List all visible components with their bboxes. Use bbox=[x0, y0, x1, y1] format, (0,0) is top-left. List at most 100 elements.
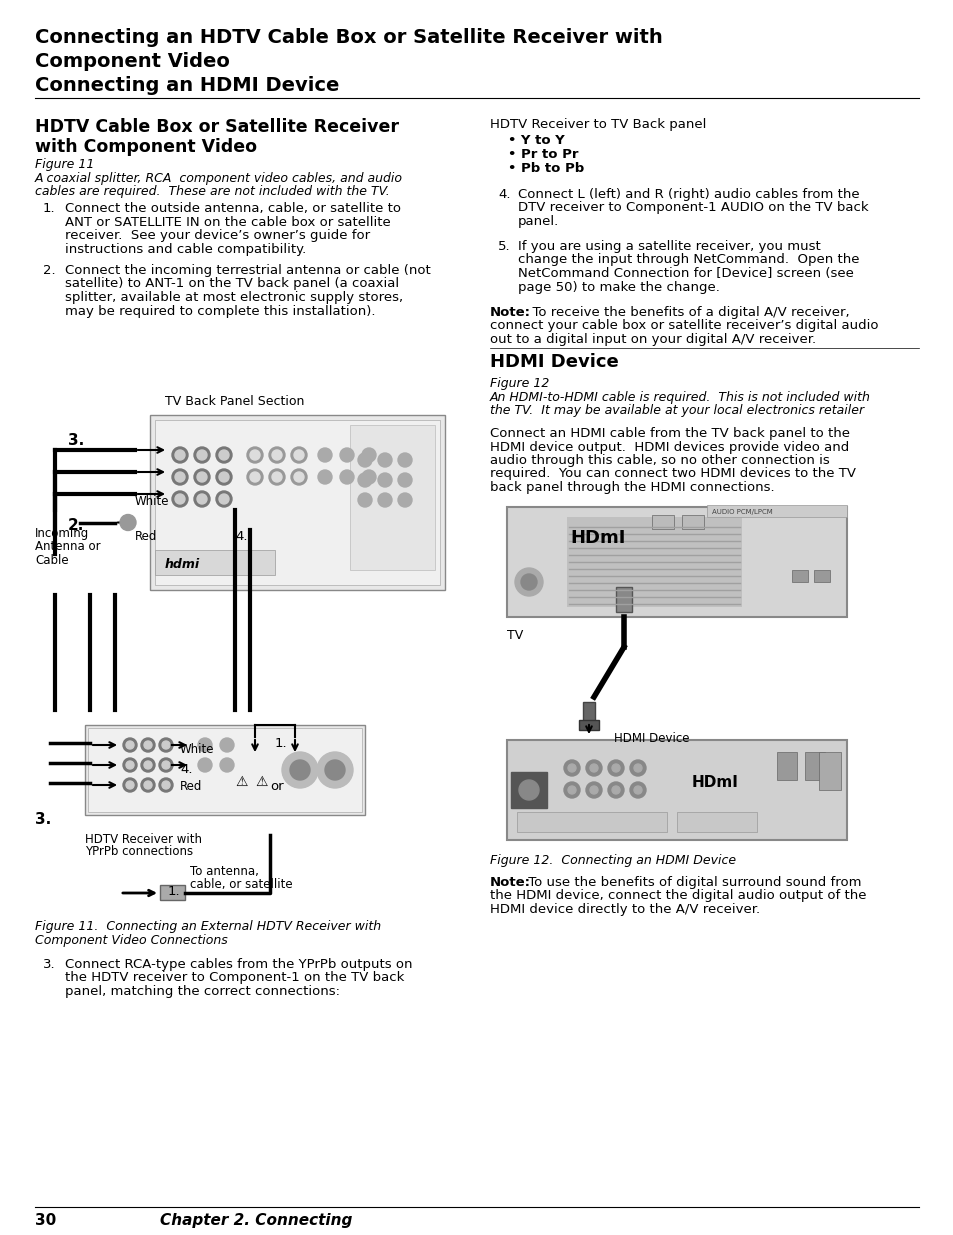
Text: Component Video Connections: Component Video Connections bbox=[35, 934, 228, 947]
Text: HDMI Device: HDMI Device bbox=[490, 353, 618, 370]
Circle shape bbox=[159, 778, 172, 792]
Text: 30: 30 bbox=[35, 1213, 56, 1228]
Circle shape bbox=[193, 492, 210, 508]
Circle shape bbox=[174, 494, 185, 504]
Circle shape bbox=[612, 785, 619, 794]
Circle shape bbox=[126, 781, 133, 789]
Text: HDmI: HDmI bbox=[691, 776, 739, 790]
Text: Note:: Note: bbox=[490, 306, 531, 319]
Text: • Y to Y: • Y to Y bbox=[507, 135, 564, 147]
Circle shape bbox=[339, 471, 354, 484]
Circle shape bbox=[196, 450, 207, 459]
Circle shape bbox=[162, 781, 170, 789]
Text: Figure 11: Figure 11 bbox=[35, 158, 94, 170]
Circle shape bbox=[397, 493, 412, 508]
Bar bbox=[160, 885, 185, 900]
Text: the TV.  It may be available at your local electronics retailer: the TV. It may be available at your loca… bbox=[490, 404, 863, 417]
Text: Connecting an HDMI Device: Connecting an HDMI Device bbox=[35, 77, 339, 95]
Text: Connect RCA-type cables from the YPrPb outputs on: Connect RCA-type cables from the YPrPb o… bbox=[65, 958, 412, 971]
Text: change the input through NetCommand.  Open the: change the input through NetCommand. Ope… bbox=[517, 253, 859, 267]
Circle shape bbox=[193, 469, 210, 485]
Bar bbox=[511, 772, 546, 808]
Text: 1.: 1. bbox=[168, 885, 180, 898]
Text: A coaxial splitter, RCA  component video cables, and audio: A coaxial splitter, RCA component video … bbox=[35, 172, 402, 185]
Bar bbox=[582, 701, 595, 722]
Circle shape bbox=[317, 471, 332, 484]
Circle shape bbox=[567, 785, 576, 794]
Circle shape bbox=[250, 450, 260, 459]
Bar bbox=[706, 505, 846, 517]
Text: HDTV Cable Box or Satellite Receiver: HDTV Cable Box or Satellite Receiver bbox=[35, 119, 398, 136]
Text: NetCommand Connection for [Device] screen (see: NetCommand Connection for [Device] scree… bbox=[517, 267, 853, 280]
Bar bbox=[154, 550, 274, 576]
Text: White: White bbox=[135, 495, 170, 508]
Text: Red: Red bbox=[135, 530, 157, 543]
Bar bbox=[566, 517, 741, 606]
Circle shape bbox=[126, 761, 133, 769]
Circle shape bbox=[339, 448, 354, 462]
Text: page 50) to make the change.: page 50) to make the change. bbox=[517, 280, 720, 294]
Circle shape bbox=[141, 778, 154, 792]
Bar bbox=[791, 571, 807, 582]
Circle shape bbox=[247, 447, 263, 463]
Bar bbox=[681, 515, 703, 529]
Circle shape bbox=[215, 447, 232, 463]
Circle shape bbox=[317, 448, 332, 462]
Text: Figure 12.  Connecting an HDMI Device: Figure 12. Connecting an HDMI Device bbox=[490, 853, 736, 867]
Circle shape bbox=[219, 494, 229, 504]
Circle shape bbox=[196, 472, 207, 482]
Circle shape bbox=[377, 493, 392, 508]
Text: instructions and cable compatibility.: instructions and cable compatibility. bbox=[65, 242, 306, 256]
Text: 1.: 1. bbox=[274, 737, 287, 750]
Text: the HDMI device, connect the digital audio output of the: the HDMI device, connect the digital aud… bbox=[490, 889, 865, 903]
Bar bbox=[804, 752, 824, 781]
Text: cable, or satellite: cable, or satellite bbox=[190, 878, 293, 890]
Text: panel, matching the correct connections:: panel, matching the correct connections: bbox=[65, 986, 339, 998]
Text: 4.: 4. bbox=[234, 530, 247, 543]
Text: may be required to complete this installation).: may be required to complete this install… bbox=[65, 305, 375, 317]
Circle shape bbox=[520, 574, 537, 590]
Circle shape bbox=[316, 752, 353, 788]
Circle shape bbox=[172, 447, 188, 463]
Text: 2.: 2. bbox=[68, 517, 84, 532]
Text: An HDMI-to-HDMI cable is required.  This is not included with: An HDMI-to-HDMI cable is required. This … bbox=[490, 391, 870, 404]
Circle shape bbox=[162, 761, 170, 769]
Text: Connect the outside antenna, cable, or satellite to: Connect the outside antenna, cable, or s… bbox=[65, 203, 400, 215]
Text: To receive the benefits of a digital A/V receiver,: To receive the benefits of a digital A/V… bbox=[523, 306, 849, 319]
Circle shape bbox=[198, 739, 212, 752]
Circle shape bbox=[196, 494, 207, 504]
Text: HDTV Receiver with: HDTV Receiver with bbox=[85, 832, 202, 846]
Circle shape bbox=[159, 739, 172, 752]
Circle shape bbox=[144, 761, 152, 769]
Circle shape bbox=[174, 450, 185, 459]
Circle shape bbox=[563, 782, 579, 798]
Circle shape bbox=[629, 782, 645, 798]
Text: • Pr to Pr: • Pr to Pr bbox=[507, 148, 578, 161]
Text: panel.: panel. bbox=[517, 215, 558, 228]
Text: with Component Video: with Component Video bbox=[35, 138, 256, 156]
Circle shape bbox=[120, 515, 136, 531]
Text: Connect an HDMI cable from the TV back panel to the: Connect an HDMI cable from the TV back p… bbox=[490, 427, 849, 440]
Circle shape bbox=[589, 764, 598, 772]
Circle shape bbox=[357, 453, 372, 467]
Circle shape bbox=[247, 469, 263, 485]
Text: splitter, available at most electronic supply stores,: splitter, available at most electronic s… bbox=[65, 291, 403, 304]
Text: cables are required.  These are not included with the TV.: cables are required. These are not inclu… bbox=[35, 185, 390, 198]
Circle shape bbox=[515, 568, 542, 597]
Circle shape bbox=[141, 758, 154, 772]
Text: Antenna or: Antenna or bbox=[35, 541, 100, 553]
Text: 3.: 3. bbox=[43, 958, 55, 971]
Text: • Pb to Pb: • Pb to Pb bbox=[507, 162, 583, 175]
Circle shape bbox=[291, 447, 307, 463]
Circle shape bbox=[282, 752, 317, 788]
Text: 4.: 4. bbox=[497, 188, 510, 201]
Circle shape bbox=[219, 450, 229, 459]
Bar bbox=[578, 720, 598, 730]
Circle shape bbox=[219, 472, 229, 482]
Circle shape bbox=[144, 741, 152, 748]
Bar bbox=[616, 587, 631, 613]
Circle shape bbox=[174, 472, 185, 482]
Text: YPrPb connections: YPrPb connections bbox=[85, 845, 193, 858]
Text: If you are using a satellite receiver, you must: If you are using a satellite receiver, y… bbox=[517, 240, 820, 253]
Text: HDTV Receiver to TV Back panel: HDTV Receiver to TV Back panel bbox=[490, 119, 705, 131]
